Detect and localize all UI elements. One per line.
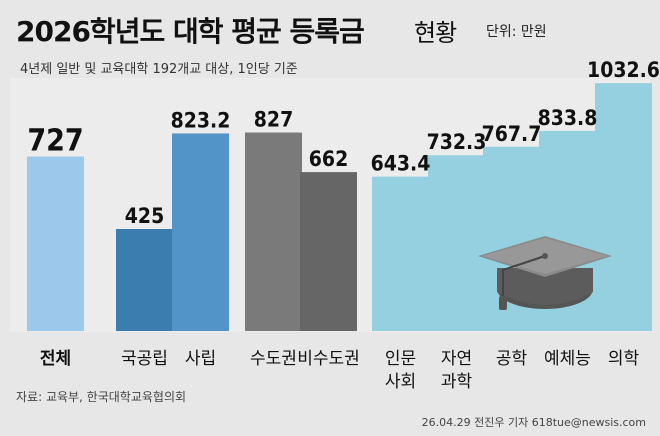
category-label-8: 공학 [496,349,528,369]
value-label-2: 425 [125,204,164,228]
bar-6 [372,176,429,331]
bar-3 [172,133,229,331]
category-label-4: 수도권 [250,349,297,369]
value-label-4: 827 [254,108,293,132]
category-label-7-line-2: 과학 [441,372,473,392]
value-label-7: 732.3 [427,130,487,154]
category-label-3: 사립 [185,349,216,369]
bar-5 [300,172,357,331]
category-label-1: 전체 [40,349,71,369]
category-label-2: 국공립 [121,349,168,369]
category-label-5: 비수도권 [297,349,360,369]
category-label-9: 예체능 [544,349,591,369]
bar-10 [595,83,652,332]
chart-title: 2026학년도 대학 평균 등록금 [16,15,365,48]
source-note: 자료: 교육부, 한국대학교육협의회 [16,390,187,404]
bar-7 [428,155,485,331]
value-label-1: 727 [27,124,83,159]
credit-note: 26.04.29 전진우 기자 618tue@newsis.com [421,416,646,429]
value-label-6: 643.4 [371,152,431,176]
value-label-10: 1032.6 [587,58,660,82]
value-label-3: 823.2 [171,108,231,132]
chart-title-suffix: 현황 [414,19,457,47]
value-label-8: 767.7 [482,122,542,146]
bar-4 [245,132,302,331]
value-label-9: 833.8 [538,106,598,130]
unit-label: 단위: 만원 [486,24,547,40]
category-label-7-line-1: 자연 [441,349,472,369]
category-label-10: 의학 [608,349,640,369]
category-label-6-line-2: 사회 [385,372,416,392]
category-label-6-line-1: 인문 [385,349,416,369]
bar-1 [27,156,84,331]
bar-2 [116,229,173,331]
graduation-cap-icon [478,236,612,310]
value-label-5: 662 [309,147,348,171]
chart-subtitle: 4년제 일반 및 교육대학 192개교 대상, 1인당 기준 [20,62,298,77]
